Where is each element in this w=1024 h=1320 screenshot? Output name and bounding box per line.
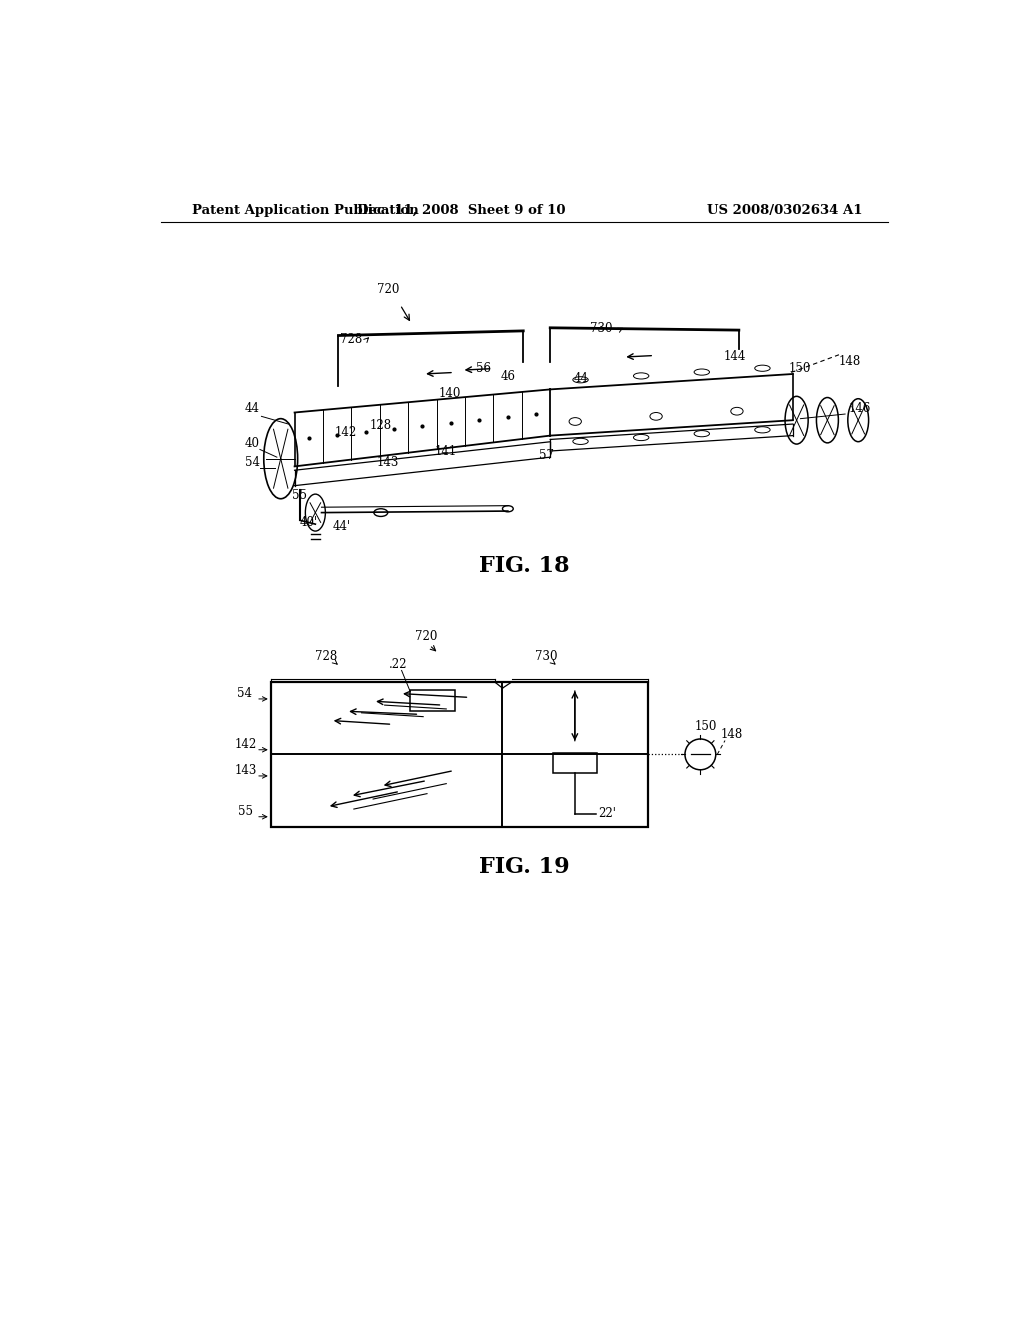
Text: 730: 730 bbox=[535, 651, 557, 664]
Text: 146: 146 bbox=[849, 403, 871, 416]
Text: Dec. 11, 2008  Sheet 9 of 10: Dec. 11, 2008 Sheet 9 of 10 bbox=[357, 205, 566, 218]
Text: 22': 22' bbox=[598, 807, 615, 820]
Text: 44': 44' bbox=[333, 520, 350, 532]
Text: 40': 40' bbox=[300, 516, 318, 529]
Text: 144: 144 bbox=[724, 350, 745, 363]
Text: 56: 56 bbox=[475, 363, 490, 375]
Text: 141: 141 bbox=[435, 445, 457, 458]
Text: 728: 728 bbox=[340, 333, 362, 346]
Bar bbox=[270, 682, 648, 826]
Bar bbox=[410, 689, 455, 711]
Text: 55: 55 bbox=[292, 488, 307, 502]
Text: FIG. 18: FIG. 18 bbox=[479, 556, 570, 578]
Text: 730: 730 bbox=[590, 322, 612, 335]
Text: 54: 54 bbox=[245, 457, 259, 470]
Text: 54: 54 bbox=[237, 688, 252, 701]
Text: 143: 143 bbox=[234, 764, 257, 777]
Text: 728: 728 bbox=[315, 651, 338, 664]
Bar bbox=[553, 752, 597, 774]
Text: .22: .22 bbox=[388, 659, 407, 671]
Text: 720: 720 bbox=[416, 631, 438, 643]
Text: 55: 55 bbox=[239, 805, 253, 818]
Text: 128: 128 bbox=[370, 420, 391, 433]
Text: FIG. 19: FIG. 19 bbox=[479, 855, 570, 878]
Text: 40: 40 bbox=[245, 437, 259, 450]
Text: 150: 150 bbox=[788, 362, 811, 375]
Text: 148: 148 bbox=[720, 729, 742, 742]
Text: 140: 140 bbox=[438, 387, 461, 400]
Text: 44: 44 bbox=[245, 403, 259, 416]
Text: 142: 142 bbox=[335, 425, 356, 438]
Text: 720: 720 bbox=[377, 284, 399, 296]
Text: 142: 142 bbox=[234, 738, 257, 751]
Text: 143: 143 bbox=[377, 457, 399, 470]
Text: 57: 57 bbox=[539, 449, 554, 462]
Text: 44: 44 bbox=[573, 372, 589, 384]
Text: 46: 46 bbox=[500, 370, 515, 383]
Text: US 2008/0302634 A1: US 2008/0302634 A1 bbox=[707, 205, 862, 218]
Text: Patent Application Publication: Patent Application Publication bbox=[193, 205, 419, 218]
Text: 148: 148 bbox=[839, 355, 861, 368]
Text: 150: 150 bbox=[694, 719, 717, 733]
